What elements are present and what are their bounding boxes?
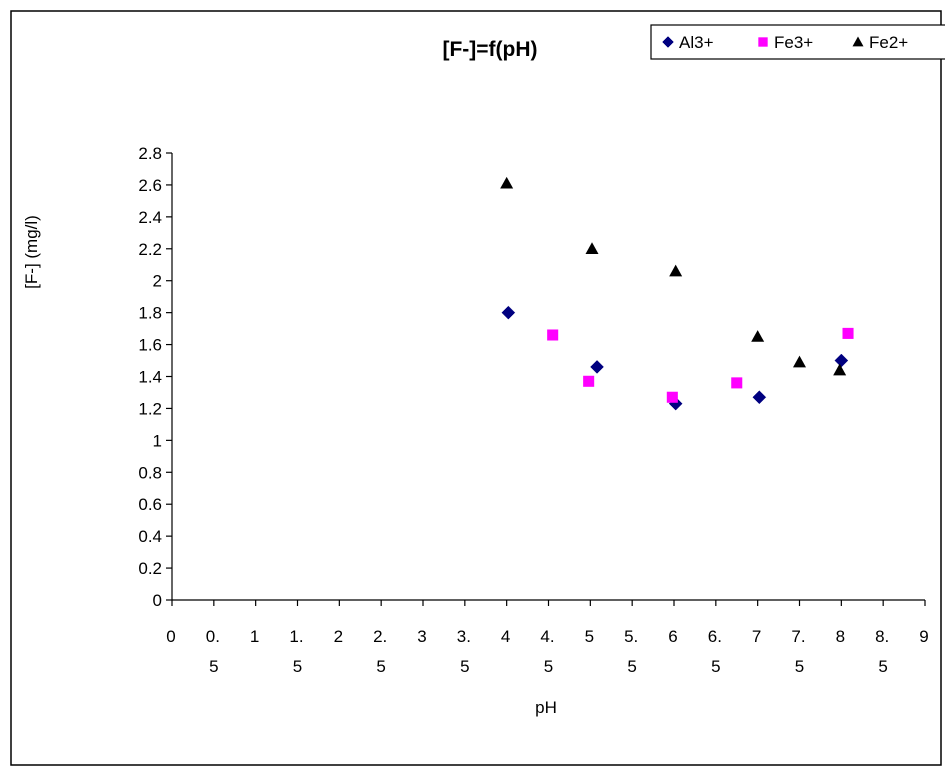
y-tick-label: 0.8 [138, 463, 162, 482]
y-tick-label: 2.2 [138, 240, 162, 259]
y-axis: 0 0.2 0.4 0.6 0.8 1 1.2 1.4 1.6 1.8 2 2.2 2.4 2.6 2.8 [138, 144, 173, 610]
x-tick-label: 1 [250, 627, 259, 646]
legend: Al3+ Fe3+ Fe2+ [650, 24, 945, 60]
x-tick-label: 2. [373, 627, 387, 646]
y-tick-label: 0.4 [138, 527, 162, 546]
point-fe2 [669, 264, 683, 277]
x-tick-label: 0. [206, 627, 220, 646]
point-fe3 [731, 377, 743, 389]
x-tick-label: 2 [334, 627, 343, 646]
x-tick-label-line2: 5 [460, 657, 469, 676]
x-tick-label: 6. [708, 627, 722, 646]
legend-label-fe3: Fe3+ [774, 33, 813, 52]
legend-marker-fe3 [758, 37, 768, 47]
chart-title: [F-]=f(pH) [442, 38, 537, 61]
x-tick-label: 7. [791, 627, 805, 646]
x-axis-label: pH [535, 698, 557, 717]
x-tick-label: 8 [836, 627, 845, 646]
x-tick-label: 9 [919, 627, 928, 646]
y-tick-label: 0.6 [138, 495, 162, 514]
point-fe2 [833, 363, 847, 376]
x-tick-label-line2: 5 [711, 657, 720, 676]
y-tick-label: 2.8 [138, 144, 162, 163]
legend-marker-al3 [662, 36, 674, 48]
x-tick-label: 3. [457, 627, 471, 646]
x-tick-label: 5. [624, 627, 638, 646]
point-fe2 [585, 242, 599, 254]
y-tick-label: 2.6 [138, 176, 162, 195]
data-points [500, 176, 854, 411]
x-tick-label-line2: 5 [376, 657, 385, 676]
x-tick-label-line2: 5 [627, 657, 636, 676]
legend-marker-fe2 [852, 36, 864, 47]
y-axis-label: [F-] (mg/l) [22, 215, 41, 289]
x-tick-label-line2: 5 [544, 657, 553, 676]
x-tick-label: 4 [501, 627, 510, 646]
point-fe3 [842, 327, 854, 339]
y-tick-label: 1.8 [138, 304, 162, 323]
x-tick-label: 3 [417, 627, 426, 646]
y-tick-label: 2 [153, 272, 162, 291]
x-tick-label: 7 [752, 627, 761, 646]
point-al3 [590, 360, 604, 374]
x-tick-label-line2: 5 [293, 657, 302, 676]
point-fe2 [500, 176, 514, 189]
point-fe3 [547, 329, 559, 341]
y-tick-label: 1.6 [138, 336, 162, 355]
x-tick-label: 5 [585, 627, 594, 646]
point-fe2 [793, 355, 806, 368]
x-tick-label-line2: 5 [209, 657, 218, 676]
x-tick-label: 8. [875, 627, 889, 646]
y-tick-label: 0 [153, 591, 162, 610]
x-tick-label-line2: 5 [795, 657, 804, 676]
y-tick-label: 1 [153, 431, 162, 450]
x-tick-label-line2: 5 [878, 657, 887, 676]
legend-label-fe2: Fe2+ [869, 33, 908, 52]
x-tick-label: 0 [166, 627, 175, 646]
y-tick-label: 1.2 [138, 399, 162, 418]
x-tick-label: 6 [668, 627, 677, 646]
x-axis: 0 0. 5 1 1. 5 2 2. 5 3 3. 5 4 4. 5 5 5. 5 6 6. 5 7 7. 5 8 8. 5 9 [166, 599, 929, 676]
y-tick-label: 1.4 [138, 368, 162, 387]
point-fe3 [583, 375, 595, 387]
legend-label-al3: Al3+ [679, 33, 714, 52]
point-fe3 [666, 391, 678, 403]
x-tick-label: 1. [289, 627, 303, 646]
point-al3 [752, 390, 767, 405]
legend-box [650, 24, 945, 60]
y-tick-label: 0.2 [138, 559, 162, 578]
x-tick-label: 4. [540, 627, 554, 646]
chart-frame [10, 10, 942, 766]
point-fe2 [751, 330, 765, 342]
y-tick-label: 2.4 [138, 208, 162, 227]
point-al3 [501, 305, 516, 320]
